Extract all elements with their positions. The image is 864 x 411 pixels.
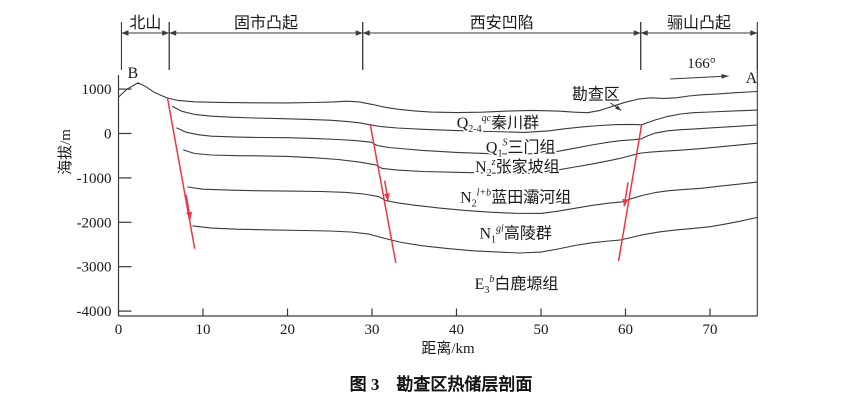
- svg-text:10: 10: [196, 322, 211, 338]
- svg-text:40: 40: [449, 322, 464, 338]
- svg-text:N1gl高陵群: N1gl高陵群: [479, 224, 551, 246]
- svg-text:固市凸起: 固市凸起: [234, 14, 298, 32]
- svg-text:北山: 北山: [129, 14, 161, 32]
- svg-text:Q2-4qc秦川群: Q2-4qc秦川群: [457, 113, 539, 135]
- figure-caption: 图 3 勘查区热储层剖面: [350, 374, 533, 394]
- svg-text:0: 0: [115, 322, 123, 338]
- svg-text:0: 0: [104, 127, 112, 143]
- svg-text:海拔/m: 海拔/m: [57, 129, 74, 175]
- svg-text:1000: 1000: [82, 82, 112, 98]
- svg-text:E3b白鹿塬组: E3b白鹿塬组: [475, 274, 559, 296]
- svg-text:60: 60: [618, 322, 633, 338]
- tectonic-zone-brackets: 北山 固市凸起 西安凹陷 骊山凸起: [120, 14, 758, 70]
- annotations: 勘查区 166° B A: [128, 56, 758, 111]
- generated-chart: 北山 固市凸起 西安凹陷 骊山凸起10000-1000-2000-3000-40000…: [57, 14, 758, 357]
- svg-text:-4000: -4000: [77, 304, 112, 320]
- svg-text:70: 70: [703, 322, 718, 338]
- svg-text:勘查区: 勘查区: [572, 85, 620, 103]
- svg-text:20: 20: [280, 322, 295, 338]
- svg-text:距离/km: 距离/km: [421, 340, 475, 357]
- svg-text:-3000: -3000: [77, 260, 112, 276]
- svg-text:-1000: -1000: [77, 171, 112, 187]
- svg-text:30: 30: [365, 322, 380, 338]
- svg-text:166°: 166°: [687, 56, 716, 72]
- fault-lines: [166, 97, 643, 264]
- svg-text:A: A: [746, 70, 758, 87]
- svg-text:骊山凸起: 骊山凸起: [667, 14, 731, 32]
- strata-horizons: [117, 82, 758, 254]
- svg-text:-2000: -2000: [77, 215, 112, 231]
- svg-text:Q1S三门组: Q1S三门组: [486, 138, 556, 160]
- svg-text:B: B: [128, 65, 139, 82]
- svg-text:50: 50: [534, 322, 549, 338]
- svg-text:西安凹陷: 西安凹陷: [470, 14, 534, 32]
- svg-text:N2z张家坡组: N2z张家坡组: [475, 157, 559, 179]
- svg-text:N2l+b蓝田灞河组: N2l+b蓝田灞河组: [460, 188, 571, 210]
